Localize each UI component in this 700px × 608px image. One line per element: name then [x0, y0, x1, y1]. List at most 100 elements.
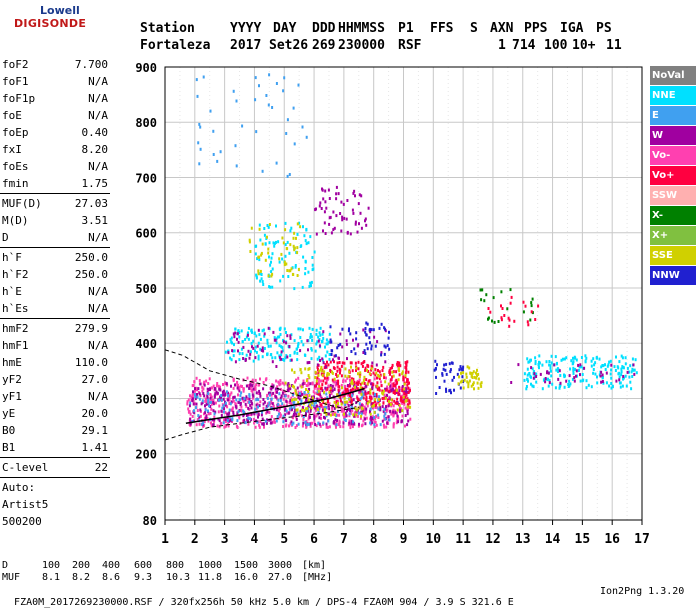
echo-point — [207, 398, 210, 402]
echo-point — [357, 406, 360, 410]
echo-point — [333, 400, 336, 404]
echo-point — [278, 327, 281, 331]
echo-point — [528, 372, 531, 376]
echo-point — [387, 415, 390, 419]
echo-point — [398, 389, 401, 393]
echo-point — [234, 402, 237, 406]
echo-point — [473, 375, 476, 379]
echo-point — [380, 322, 383, 326]
echo-point — [240, 347, 243, 351]
echo-point — [336, 418, 338, 422]
echo-point — [403, 397, 406, 401]
echo-point — [394, 389, 397, 393]
echo-point — [243, 418, 246, 422]
echo-point — [201, 399, 204, 403]
echo-point — [310, 403, 313, 407]
echo-point — [253, 417, 255, 421]
echo-point — [292, 273, 295, 276]
echo-point — [329, 386, 332, 390]
echo-point — [319, 359, 321, 362]
echo-point — [358, 402, 361, 406]
echo-point — [319, 390, 321, 394]
echo-point — [195, 386, 198, 390]
header-label-7: S — [470, 21, 478, 36]
echo-point — [355, 369, 357, 372]
echo-point — [337, 384, 340, 388]
echo-point — [378, 370, 381, 374]
echo-point — [323, 366, 326, 370]
echo-point — [267, 225, 270, 229]
echo-point — [287, 382, 290, 385]
echo-point — [343, 361, 346, 365]
echo-point — [581, 379, 584, 383]
echo-point — [368, 379, 371, 383]
echo-point — [191, 393, 194, 397]
echo-point — [205, 416, 207, 420]
echo-point — [624, 356, 627, 360]
echo-point — [314, 376, 317, 379]
echo-point — [299, 245, 302, 248]
echo-point — [317, 411, 320, 415]
echo-point — [275, 240, 277, 244]
echo-point — [283, 358, 286, 362]
echo-point — [575, 358, 578, 362]
echo-point — [249, 386, 252, 390]
echo-point — [327, 384, 330, 388]
echo-point — [366, 347, 369, 351]
echo-cluster — [523, 354, 638, 391]
echo-point — [364, 368, 367, 372]
echo-point — [459, 365, 462, 369]
echo-point — [254, 407, 257, 411]
echo-point — [393, 399, 396, 403]
echo-point — [291, 398, 293, 402]
echo-point — [297, 401, 300, 405]
echo-point — [462, 371, 465, 375]
echo-point — [442, 367, 445, 371]
echo-point — [267, 103, 270, 107]
echo-point — [390, 411, 393, 415]
param-row: foF1 N/A — [0, 73, 110, 90]
echo-point — [191, 415, 194, 418]
echo-point — [262, 381, 265, 384]
echo-point — [568, 379, 571, 383]
echo-point — [224, 403, 227, 407]
echo-point — [282, 358, 284, 361]
echo-point — [214, 392, 217, 396]
echo-point — [360, 194, 363, 198]
echo-point — [240, 405, 243, 409]
echo-point — [358, 411, 360, 415]
echo-point — [336, 369, 339, 373]
echo-cluster — [433, 359, 465, 395]
echo-point — [311, 381, 314, 385]
echo-point — [601, 364, 604, 367]
echo-point — [383, 414, 386, 418]
echo-point — [254, 98, 257, 102]
echo-point — [318, 369, 321, 373]
echo-point — [630, 387, 633, 391]
echo-point — [391, 382, 394, 386]
echo-point — [205, 379, 208, 383]
echo-point — [308, 415, 311, 419]
echo-point — [261, 280, 264, 284]
echo-point — [530, 304, 533, 308]
echo-point — [368, 396, 371, 399]
echo-point — [321, 399, 324, 403]
echo-point — [563, 385, 566, 389]
echo-point — [257, 405, 259, 409]
echo-point — [556, 368, 559, 372]
echo-point — [193, 389, 196, 393]
file-info-line: FZA0M_2017269230000.RSF / 320fx256h 50 k… — [2, 586, 514, 608]
echo-point — [204, 411, 207, 415]
echo-point — [341, 345, 344, 349]
echo-point — [405, 362, 408, 366]
echo-point — [330, 392, 333, 395]
echo-point — [304, 420, 307, 424]
echo-point — [195, 423, 198, 427]
echo-point — [294, 265, 297, 269]
echo-point — [315, 424, 318, 428]
echo-point — [209, 396, 212, 400]
echo-point — [203, 394, 206, 398]
echo-point — [585, 356, 588, 360]
param-row: foEs N/A — [0, 158, 110, 175]
echo-point — [320, 403, 323, 407]
